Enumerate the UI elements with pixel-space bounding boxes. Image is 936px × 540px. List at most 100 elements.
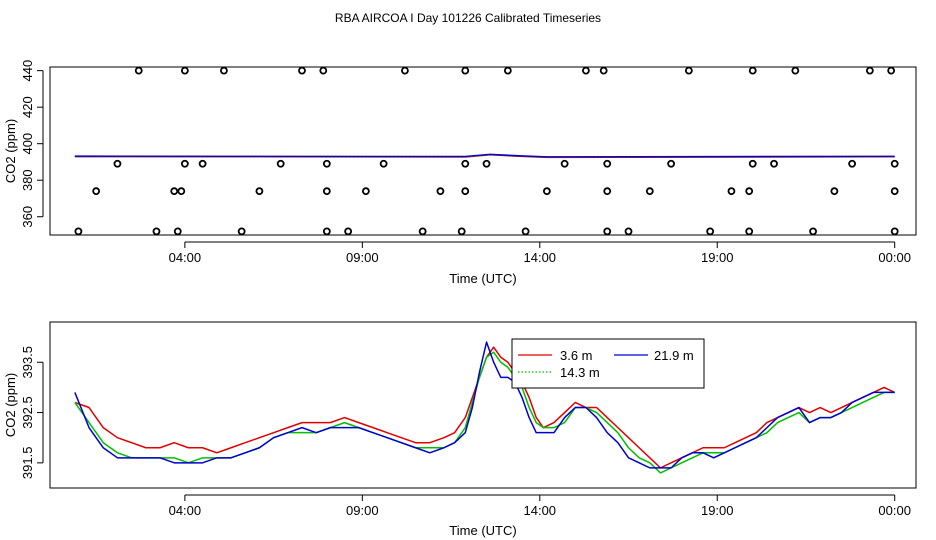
calibration-point bbox=[379, 159, 388, 168]
calibration-point bbox=[748, 159, 757, 168]
calibration-point bbox=[237, 227, 246, 236]
bottom-x-axis-label: Time (UTC) bbox=[449, 523, 516, 538]
calibration-point bbox=[198, 159, 207, 168]
top-panel: 04:00 09:00 14:00 19:00 00:00 360 380 400 420 440… bbox=[3, 60, 917, 286]
calibration-point bbox=[322, 187, 331, 196]
bottom-x-tick-label: 14:00 bbox=[524, 503, 557, 518]
top-x-tick-label: 00:00 bbox=[878, 250, 911, 265]
bottom-y-tick-label: 393.5 bbox=[20, 346, 35, 379]
calibration-point bbox=[322, 159, 331, 168]
calibration-point bbox=[276, 159, 285, 168]
top-series-line-21-9-m bbox=[74, 153, 895, 158]
bottom-plot-frame bbox=[49, 321, 917, 489]
top-x-tick-label: 04:00 bbox=[169, 250, 202, 265]
bottom-y-tick-label: 392.5 bbox=[20, 396, 35, 429]
bottom-x-tick-label: 09:00 bbox=[346, 503, 379, 518]
calibration-point bbox=[582, 66, 590, 75]
calibration-point bbox=[727, 187, 736, 196]
calibration-point bbox=[521, 227, 530, 236]
calibration-point bbox=[603, 187, 612, 196]
calibration-point bbox=[461, 187, 470, 196]
calibration-point bbox=[92, 187, 101, 196]
calibration-point bbox=[74, 227, 83, 236]
calibration-point bbox=[170, 187, 179, 196]
calibration-point bbox=[745, 187, 754, 196]
bottom-x-tick-label: 04:00 bbox=[169, 503, 202, 518]
calibration-point bbox=[599, 66, 608, 75]
calibration-point bbox=[624, 227, 633, 236]
legend-box bbox=[511, 338, 705, 389]
calibration-point bbox=[560, 159, 569, 168]
top-y-tick-label: 380 bbox=[20, 169, 35, 191]
calibration-point bbox=[113, 159, 122, 168]
legend-label-14-3m: 14.3 m bbox=[560, 365, 600, 380]
calibration-point bbox=[418, 227, 427, 236]
legend: 3.6 m 21.9 m 14.3 m bbox=[511, 338, 705, 389]
bottom-x-tick-label: 00:00 bbox=[878, 503, 911, 518]
legend-label-21-9m: 21.9 m bbox=[654, 348, 694, 363]
bottom-series-line-21-9-m bbox=[74, 341, 895, 469]
calibration-point bbox=[745, 227, 754, 236]
top-axes: 04:00 09:00 14:00 19:00 00:00 360 380 400 420 440 bbox=[20, 60, 911, 265]
bottom-y-tick-label: 391.5 bbox=[20, 447, 35, 480]
calibration-point bbox=[298, 66, 306, 75]
calibration-point bbox=[603, 227, 612, 236]
calibration-point bbox=[848, 159, 857, 168]
calibration-point bbox=[177, 187, 186, 196]
calibration-point bbox=[344, 227, 353, 236]
calibration-point bbox=[436, 187, 445, 196]
top-x-tick-label: 09:00 bbox=[346, 250, 379, 265]
calibration-point bbox=[401, 66, 409, 75]
calibration-point bbox=[542, 187, 551, 196]
calibration-point bbox=[461, 159, 470, 168]
calibration-point bbox=[322, 227, 331, 236]
calibration-point bbox=[890, 159, 899, 168]
calibration-point bbox=[684, 66, 693, 75]
top-y-tick-label: 420 bbox=[20, 96, 35, 118]
top-y-tick-label: 400 bbox=[20, 133, 35, 155]
legend-label-3-6m: 3.6 m bbox=[560, 348, 593, 363]
calibration-point bbox=[173, 227, 182, 236]
bottom-series-line-3-6-m bbox=[74, 346, 896, 469]
top-x-axis-label: Time (UTC) bbox=[449, 271, 516, 286]
calibration-point bbox=[319, 66, 328, 75]
top-y-axis-label: CO2 (ppm) bbox=[3, 119, 18, 183]
top-x-tick-label: 14:00 bbox=[524, 250, 557, 265]
calibration-point bbox=[830, 187, 839, 196]
top-calibration-points bbox=[74, 66, 899, 236]
calibration-point bbox=[748, 66, 757, 75]
calibration-point bbox=[482, 159, 491, 168]
calibration-point bbox=[220, 66, 228, 75]
calibration-point bbox=[503, 66, 512, 75]
calibration-point bbox=[890, 227, 899, 236]
calibration-point bbox=[461, 66, 470, 75]
calibration-point bbox=[865, 66, 874, 75]
calibration-point bbox=[457, 227, 466, 236]
calibration-point bbox=[809, 227, 817, 236]
top-y-tick-label: 360 bbox=[20, 206, 35, 228]
calibration-point bbox=[152, 227, 161, 236]
top-y-tick-label: 440 bbox=[20, 60, 35, 82]
calibration-point bbox=[603, 159, 612, 168]
bottom-series-line-14-3-m bbox=[74, 351, 895, 474]
top-series-lines bbox=[74, 153, 895, 159]
calibration-point bbox=[255, 187, 264, 196]
calibration-point bbox=[706, 227, 715, 236]
top-plot-frame bbox=[49, 66, 917, 236]
calibration-point bbox=[887, 66, 896, 75]
bottom-y-axis-label: CO2 (ppm) bbox=[3, 373, 18, 437]
bottom-series-lines bbox=[74, 341, 896, 474]
top-x-tick-label: 19:00 bbox=[701, 250, 734, 265]
calibration-point bbox=[180, 159, 189, 168]
calibration-point bbox=[645, 187, 654, 196]
calibration-point bbox=[180, 66, 189, 75]
calibration-point bbox=[667, 159, 676, 168]
calibration-point bbox=[134, 66, 143, 75]
chart-title: RBA AIRCOA I Day 101226 Calibrated Times… bbox=[335, 11, 601, 25]
calibration-point bbox=[890, 187, 899, 196]
bottom-axes: 04:00 09:00 14:00 19:00 00:00 391.5 392.5 393.5 bbox=[20, 346, 911, 518]
bottom-panel: 04:00 09:00 14:00 19:00 00:00 391.5 392.5 393.5… bbox=[3, 321, 917, 538]
calibration-point bbox=[361, 187, 370, 196]
calibration-point bbox=[770, 159, 778, 168]
